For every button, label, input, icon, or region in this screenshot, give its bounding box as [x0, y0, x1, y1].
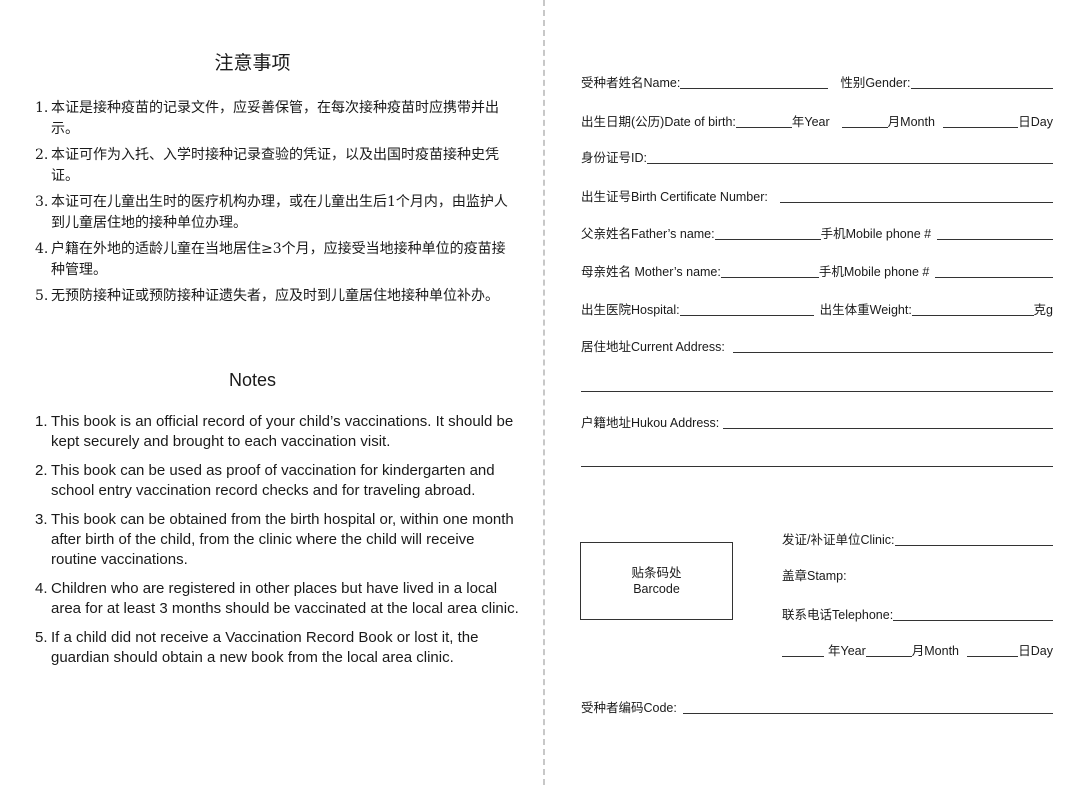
item-number: 5. — [35, 629, 48, 646]
dob-month-label: 月Month — [887, 115, 935, 129]
hospital-field[interactable] — [679, 299, 814, 316]
item-text: This book can be obtained from the birth… — [51, 511, 514, 568]
form-row-name-gender: 受种者姓名Name: 性别Gender: — [581, 71, 1053, 91]
item-text: 户籍在外地的适龄儿童在当地居住≥3个月，应接受当地接种单位的疫苗接种管理。 — [51, 241, 506, 278]
barcode-label-zh: 贴条码处 — [631, 566, 682, 580]
list-item: 4. Children who are registered in other p… — [35, 579, 520, 619]
id-field[interactable] — [646, 147, 1053, 164]
hukou-field[interactable] — [723, 412, 1053, 429]
mother-name-field[interactable] — [720, 261, 819, 278]
item-number: 2. — [35, 147, 49, 163]
list-item: 3. 本证可在儿童出生时的医疗机构办理，或在儿童出生后1个月内，由监护人到儿童居住… — [35, 192, 510, 234]
item-number: 1. — [35, 413, 48, 430]
item-text: 本证可作为入托、入学时接种记录查验的凭证，以及出国时疫苗接种史凭证。 — [51, 147, 499, 184]
item-text: 本证可在儿童出生时的医疗机构办理，或在儿童出生后1个月内，由监护人到儿童居住地的… — [51, 194, 508, 231]
mother-mobile-label: 手机Mobile phone # — [818, 265, 930, 279]
hukou-label: 户籍地址Hukou Address: — [581, 416, 720, 430]
list-item: 1. This book is an official record of you… — [35, 412, 520, 452]
gender-label: 性别Gender: — [840, 76, 911, 90]
telephone-field[interactable] — [893, 604, 1053, 621]
notes-zh-title: 注意事项 — [214, 52, 291, 74]
dob-year-field[interactable] — [735, 111, 792, 128]
list-item: 2. 本证可作为入托、入学时接种记录查验的凭证，以及出国时疫苗接种史凭证。 — [35, 145, 510, 187]
form-row-hospital-weight: 出生医院Hospital: 出生体重Weight: 克g — [581, 298, 1053, 318]
item-number: 3. — [35, 194, 49, 210]
father-mobile-label: 手机Mobile phone # — [820, 227, 932, 241]
item-number: 4. — [35, 241, 49, 257]
gender-field[interactable] — [910, 72, 1053, 89]
notes-en-list: 1. This book is an official record of you… — [35, 412, 520, 677]
dob-year-label: 年Year — [791, 115, 830, 129]
dob-day-label: 日Day — [1018, 115, 1053, 129]
name-label: 受种者姓名Name: — [581, 76, 681, 90]
barcode-box: 贴条码处 Barcode — [580, 542, 733, 620]
hospital-label: 出生医院Hospital: — [581, 303, 680, 317]
father-mobile-field[interactable] — [937, 223, 1053, 240]
form-row-id: 身份证号ID: — [581, 146, 1053, 166]
form-row-dob: 出生日期(公历)Date of birth: 年Year 月Month 日Day — [581, 110, 1053, 130]
dob-month-field[interactable] — [841, 111, 888, 128]
item-text: This book is an official record of your … — [51, 413, 514, 450]
item-text: 本证是接种疫苗的记录文件，应妥善保管，在每次接种疫苗时应携带并出示。 — [51, 100, 499, 137]
item-number: 1. — [35, 100, 49, 116]
notes-zh-list: 1. 本证是接种疫苗的记录文件，应妥善保管，在每次接种疫苗时应携带并出示。 2. 本… — [35, 98, 510, 312]
barcode-label-en: Barcode — [633, 582, 680, 596]
list-item: 1. 本证是接种疫苗的记录文件，应妥善保管，在每次接种疫苗时应携带并出示。 — [35, 98, 510, 140]
code-field[interactable] — [682, 697, 1053, 714]
form-row-telephone: 联系电话Telephone: — [782, 603, 1053, 623]
page-fold-divider — [543, 0, 545, 785]
code-label: 受种者编码Code: — [581, 701, 677, 715]
item-text: Children who are registered in other pla… — [51, 580, 519, 617]
name-field[interactable] — [680, 72, 829, 89]
item-text: If a child did not receive a Vaccination… — [51, 629, 479, 666]
form-row-mother: 母亲姓名 Mother’s name: 手机Mobile phone # — [581, 260, 1053, 280]
item-number: 2. — [35, 462, 48, 479]
clinic-field[interactable] — [894, 529, 1053, 546]
weight-unit: 克g — [1033, 303, 1053, 317]
issue-day-field[interactable] — [967, 640, 1019, 657]
item-text: 无预防接种证或预防接种证遗失者，应及时到儿童居住地接种单位补办。 — [51, 288, 499, 304]
birth-cert-field[interactable] — [779, 186, 1053, 203]
dob-day-field[interactable] — [942, 111, 1019, 128]
address-label: 居住地址Current Address: — [581, 340, 725, 354]
stamp-label: 盖章Stamp: — [782, 569, 847, 583]
issue-day-label: 日Day — [1018, 644, 1053, 658]
id-label: 身份证号ID: — [581, 151, 647, 165]
form-row-issue-date: 年Year 月Month 日Day — [782, 639, 1053, 659]
mother-mobile-field[interactable] — [935, 261, 1053, 278]
weight-label: 出生体重Weight: — [819, 303, 912, 317]
list-item: 4. 户籍在外地的适龄儿童在当地居住≥3个月，应接受当地接种单位的疫苗接种管理。 — [35, 239, 510, 281]
address-field[interactable] — [732, 336, 1053, 353]
list-item: 5. 无预防接种证或预防接种证遗失者，应及时到儿童居住地接种单位补办。 — [35, 286, 510, 307]
list-item: 3. This book can be obtained from the bir… — [35, 510, 520, 570]
telephone-label: 联系电话Telephone: — [782, 608, 894, 622]
form-row-hukou: 户籍地址Hukou Address: — [581, 411, 1053, 431]
item-number: 4. — [35, 580, 48, 597]
dob-label: 出生日期(公历)Date of birth: — [581, 115, 736, 129]
mother-label: 母亲姓名 Mother’s name: — [581, 265, 721, 279]
issue-year-field[interactable] — [782, 640, 824, 657]
form-row-stamp: 盖章Stamp: — [782, 564, 1053, 584]
form-row-birth-cert: 出生证号Birth Certificate Number: — [581, 185, 1053, 205]
weight-field[interactable] — [911, 299, 1034, 316]
form-row-clinic: 发证/补证单位Clinic: — [782, 528, 1053, 548]
list-item: 2. This book can be used as proof of vacc… — [35, 461, 520, 501]
form-row-code: 受种者编码Code: — [581, 696, 1053, 716]
address-field-line-2[interactable] — [581, 391, 1053, 392]
item-number: 3. — [35, 511, 48, 528]
list-item: 5. If a child did not receive a Vaccinati… — [35, 628, 520, 668]
hukou-field-line-2[interactable] — [581, 466, 1053, 467]
birth-cert-label: 出生证号Birth Certificate Number: — [581, 190, 768, 204]
clinic-label: 发证/补证单位Clinic: — [782, 533, 895, 547]
notes-en-title: Notes — [228, 370, 277, 390]
item-text: This book can be used as proof of vaccin… — [51, 462, 495, 499]
father-name-field[interactable] — [714, 223, 821, 240]
form-row-address: 居住地址Current Address: — [581, 335, 1053, 355]
father-label: 父亲姓名Father’s name: — [581, 227, 715, 241]
issue-year-label: 年Year — [828, 644, 866, 658]
form-row-father: 父亲姓名Father’s name: 手机Mobile phone # — [581, 222, 1053, 242]
issue-month-label: 月Month — [911, 644, 960, 658]
item-number: 5. — [35, 288, 49, 304]
issue-month-field[interactable] — [865, 640, 912, 657]
